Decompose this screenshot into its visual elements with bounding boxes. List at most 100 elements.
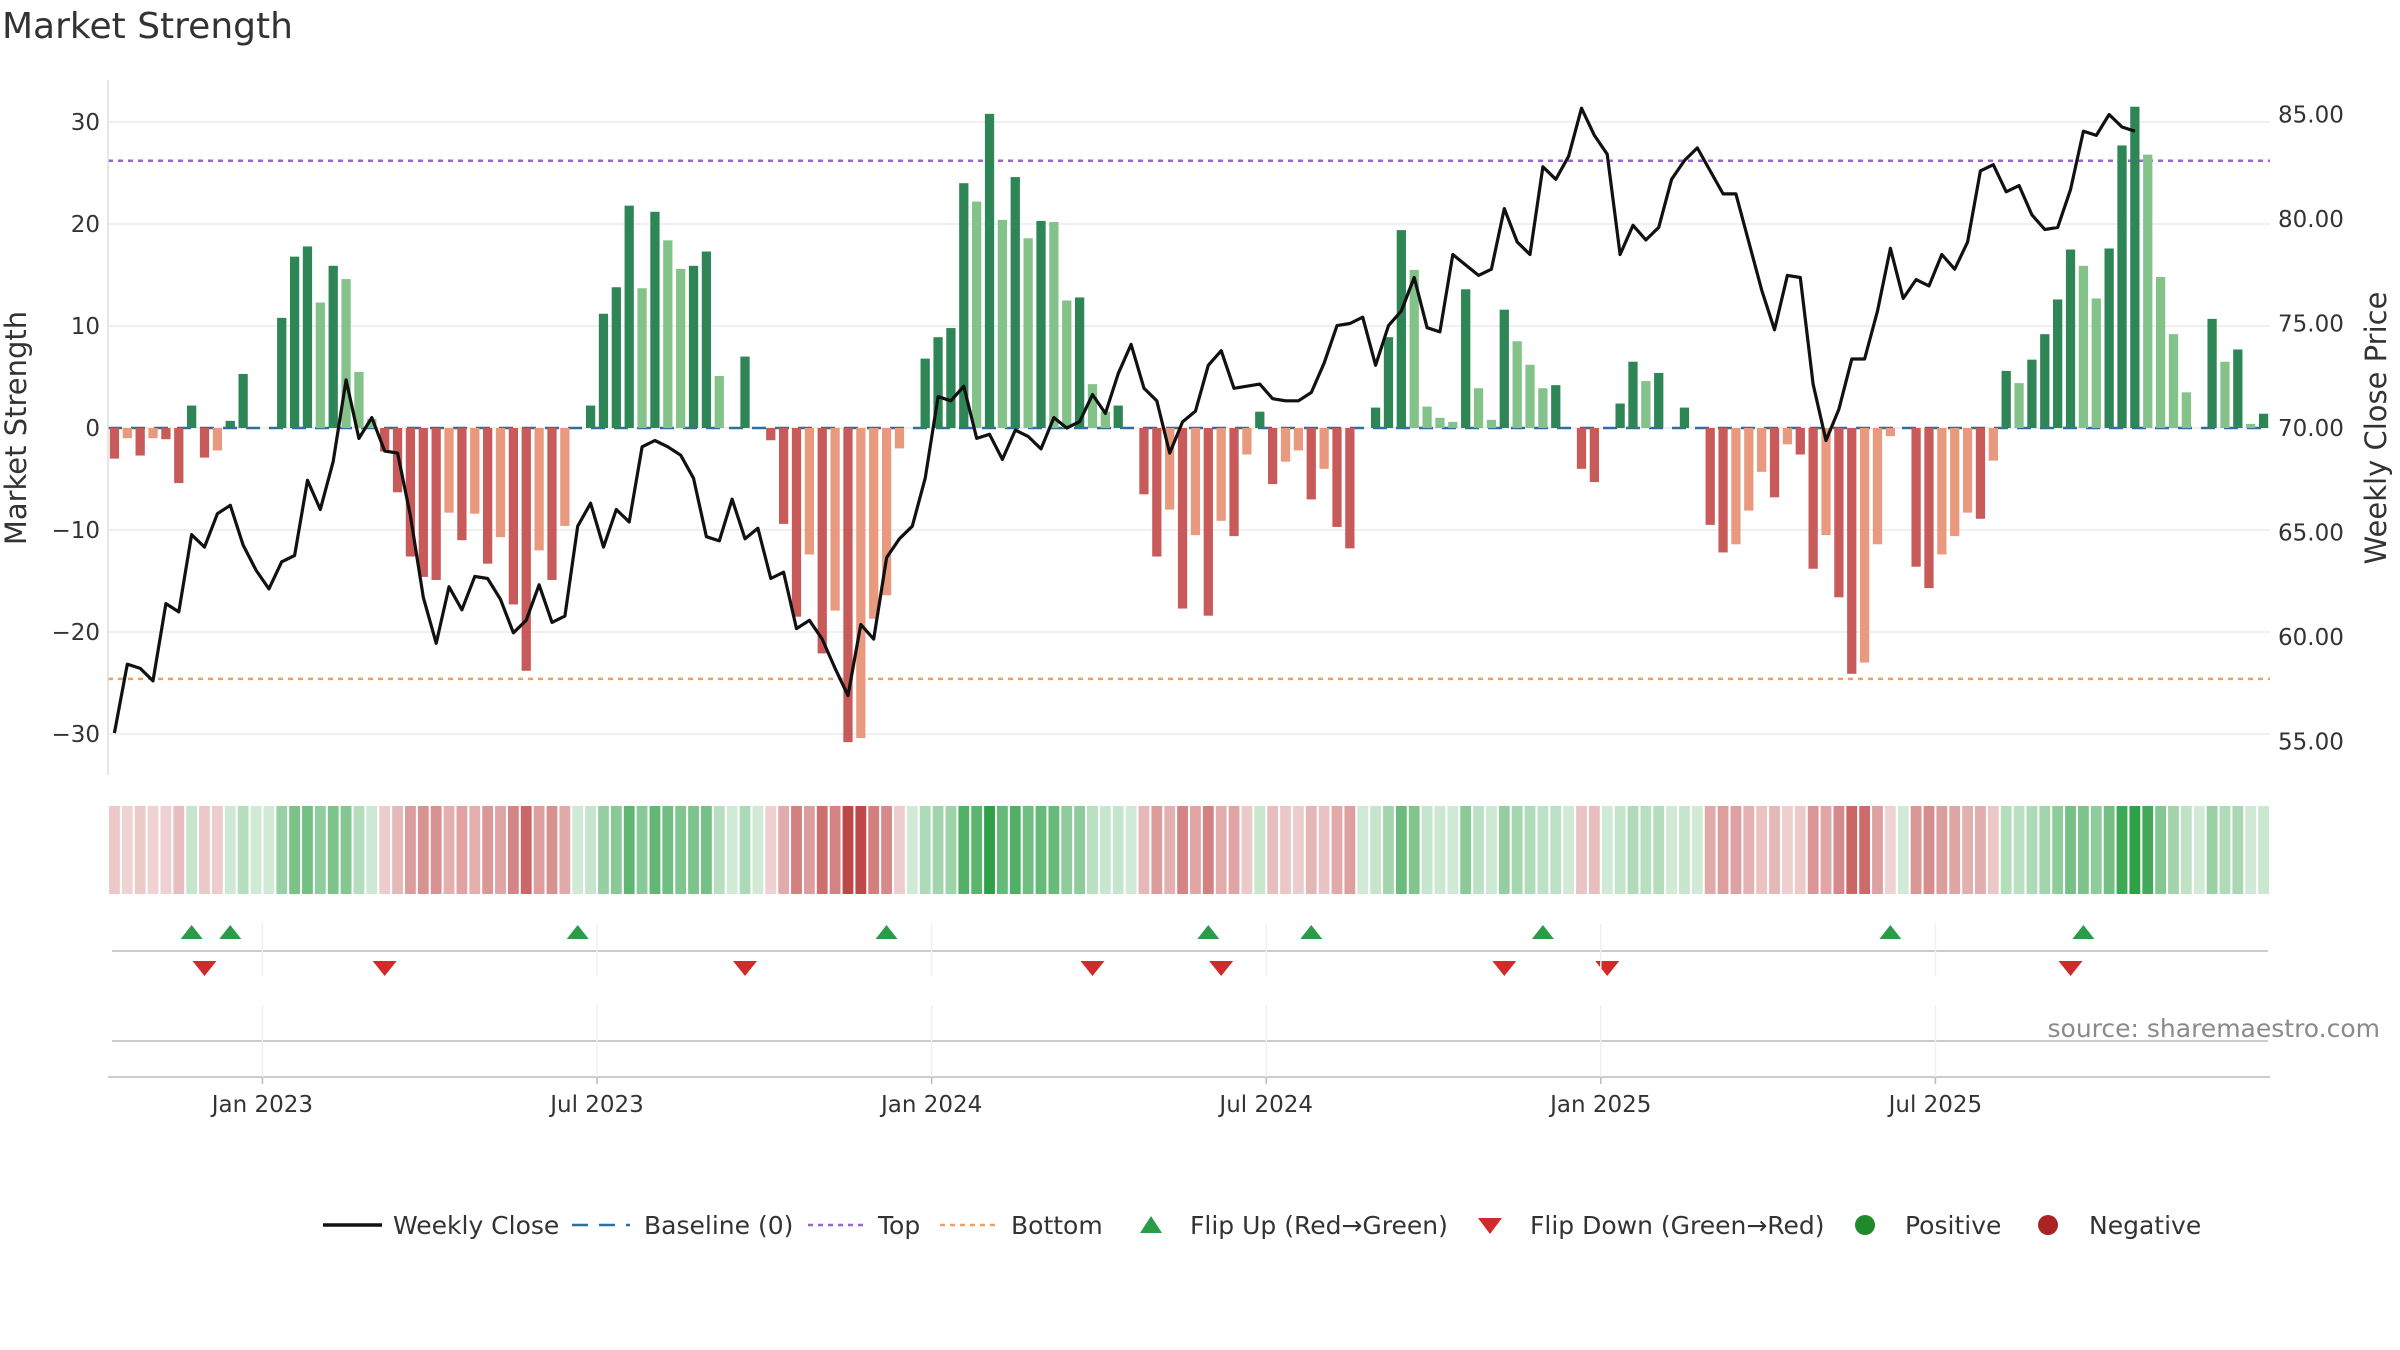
heat-cell [1498,806,1510,894]
strength-bar [1216,428,1226,521]
strength-bar [2065,249,2076,428]
heat-cell [507,806,519,894]
strength-bar [1512,341,1522,428]
heat-cell [1833,806,1845,894]
strength-bar [328,265,338,428]
strength-bar [1370,407,1381,428]
weekly-close-line [112,106,2136,734]
heat-cell [1447,806,1459,894]
flip-up-marker [1197,925,1220,939]
strength-bar [1383,337,1394,428]
heat-cell [559,806,571,894]
flip-down-marker [1080,961,1105,976]
heat-cell [199,806,210,894]
strength-bar [148,428,158,439]
legend-swatch-positive [1855,1215,1875,1235]
heat-cell [250,806,262,894]
strength-bar [1074,297,1085,428]
strength-bar [1087,384,1098,428]
heat-cell [1949,806,1961,894]
flip-up-marker [180,925,203,939]
heat-cell [109,806,120,894]
strength-bar [1113,405,1123,428]
strength-bar [881,428,892,596]
heat-cell [443,806,455,894]
legend-label-flip-down: Flip Down (Green→Red) [1530,1211,1825,1240]
right-tick-label: 85.00 [2278,103,2344,129]
heat-cell [1048,806,1060,894]
flip-up-marker [566,925,589,939]
right-tick-label: 75.00 [2278,312,2344,338]
strength-bar [1396,230,1406,428]
heat-cell [1254,806,1266,894]
legend-swatch-flip-up [1140,1216,1162,1233]
strength-bar [225,420,235,428]
heat-cell [1421,806,1433,894]
strength-bar [972,201,982,428]
heat-cell [2000,806,2012,894]
strength-bar [1744,428,1754,511]
strength-bar [2027,359,2037,428]
strength-bar [1242,428,1252,455]
heat-cell [765,806,777,894]
heat-cell [379,806,391,894]
strength-bar [650,211,660,428]
right-tick-label: 65.00 [2278,521,2344,547]
heat-cell [1794,806,1806,894]
strength-bar [277,317,287,428]
strength-bar [1525,364,1535,428]
strength-bar [676,268,686,428]
heat-cell [2129,806,2141,894]
heat-cell [276,806,288,894]
heat-cell [868,806,880,894]
strength-bar [161,428,171,440]
heat-cell [1807,806,1819,894]
strength-bar [714,375,724,428]
heat-cell [2155,806,2167,894]
strength-bar [1319,428,1329,469]
strength-bar [778,428,789,524]
strength-bar [2168,334,2179,428]
heat-cell [186,806,198,894]
heat-cell [662,806,674,894]
heat-cell [224,806,236,894]
strength-bar [135,428,145,456]
heat-cell [1679,806,1690,894]
strength-bar [843,428,853,743]
heat-cell [598,806,609,894]
legend-label-weekly-close: Weekly Close [393,1211,559,1240]
heat-cell [572,806,584,894]
strength-bar [1409,269,1419,428]
strength-bar [2130,106,2140,428]
heat-cell [1782,806,1793,894]
strength-bar [1049,221,1059,428]
heat-cell [2103,806,2115,894]
heat-cell [121,806,133,894]
heat-cell [2026,806,2038,894]
heat-cell [1884,806,1896,894]
chart-title: Market Strength [2,6,293,47]
strength-bar [624,205,634,428]
strength-bar [688,265,699,428]
heat-cell [1267,806,1279,894]
strength-bar [1911,428,1921,567]
legend-label-flip-up: Flip Up (Red→Green) [1190,1211,1448,1240]
strength-bar [1268,428,1278,485]
legend-label-negative: Negative [2089,1211,2201,1240]
heat-cell [778,806,790,894]
right-tick-label: 80.00 [2278,207,2344,233]
strength-bar [830,428,840,611]
strength-bar [1834,428,1844,598]
heat-cell [945,806,957,894]
heat-cell [996,806,1008,894]
heat-cell [816,806,828,894]
strength-bar [1718,428,1728,553]
strength-bar [315,302,325,428]
strength-bar [637,288,647,428]
heat-cell [1112,806,1124,894]
heat-cell [211,806,223,894]
heat-cell [2232,806,2244,894]
heat-cell [1383,806,1394,894]
strength-bar [534,428,544,551]
heat-cell [2142,806,2154,894]
